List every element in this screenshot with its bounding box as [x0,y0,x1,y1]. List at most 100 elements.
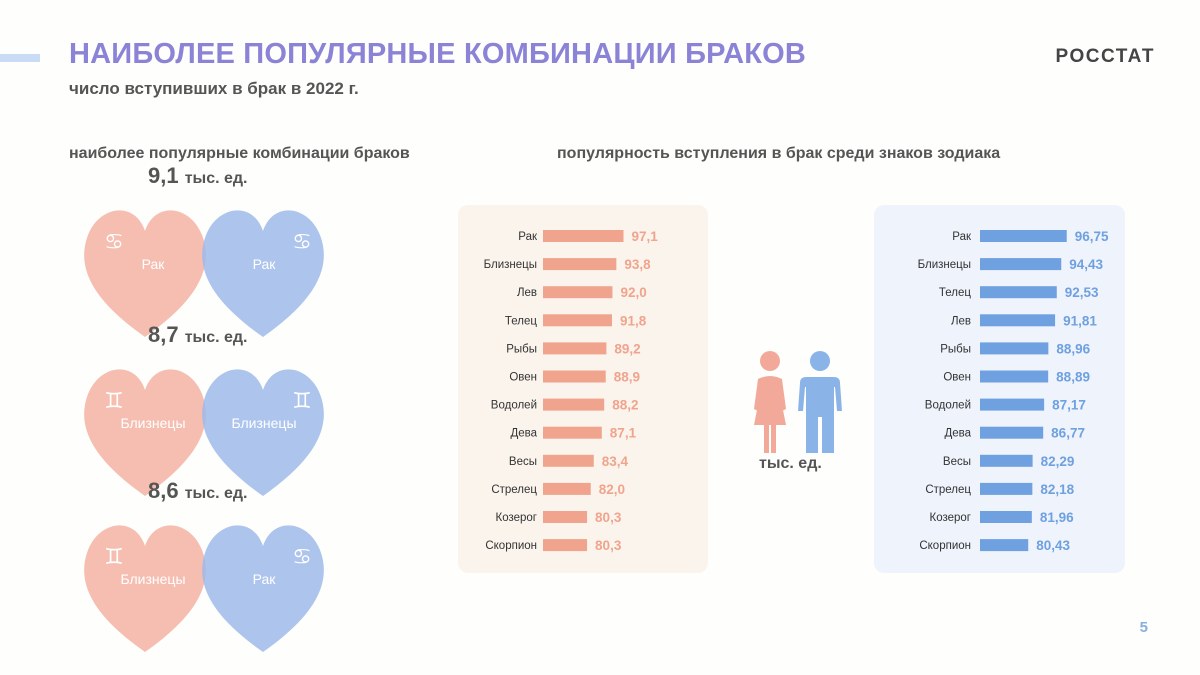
combination-2: 8,7 тыс. ед. ♊ Близнецы ♊ Близнецы [80,322,340,496]
category-label: Стрелец [925,484,971,496]
combination-unit: тыс. ед. [184,170,248,187]
data-label: 93,8 [624,257,651,272]
category-label: Лев [951,315,971,327]
combination-number: 8,7 [148,322,185,347]
data-label: 82,0 [599,482,625,497]
male-heart [202,525,324,652]
female-sign-label: Близнецы [120,415,185,431]
female-sign-label: Рак [142,256,166,272]
category-label: Близнецы [484,259,537,271]
data-label: 82,29 [1041,454,1075,469]
bar [980,398,1045,411]
male-zodiac-bar-chart: Рак 96,75 Близнецы 94,43 Телец 92,53 Лев 91,81 Р… [918,229,1109,553]
data-label: 87,17 [1052,398,1086,413]
page-subtitle: число вступивших в брак в 2022 г. [69,79,359,98]
combination-3: 8,6 тыс. ед. ♊ Близнецы ♋ Рак [80,478,340,652]
category-label: Овен [509,372,537,384]
data-label: 97,1 [632,229,659,244]
male-sign-label: Близнецы [231,415,296,431]
category-label: Дева [944,428,971,440]
male-heart [202,369,324,496]
data-label: 80,3 [595,538,622,553]
data-label: 96,75 [1075,229,1109,244]
data-label: 91,8 [620,313,647,328]
female-zodiac-symbol-icon: ♊ [104,389,124,414]
data-label: 91,81 [1063,313,1097,328]
female-zodiac-bar-chart: Рак 97,1 Близнецы 93,8 Лев 92,0 Телец 91,8 Рыбы 8… [484,229,659,553]
data-label: 87,1 [610,426,637,441]
male-heart [202,210,324,337]
category-label: Рак [952,231,972,243]
category-label: Телец [505,315,537,327]
category-label: Весы [943,456,971,468]
data-label: 89,2 [614,341,640,356]
page-number: 5 [1139,619,1148,636]
bar [543,398,605,411]
bar [543,370,606,383]
category-label: Рак [518,231,538,243]
data-label: 88,2 [612,398,638,413]
rosstat-logo: РОССТАТ [1055,46,1155,67]
category-label: Телец [939,287,971,299]
bar [543,511,588,523]
woman-man-couple-icon [754,351,842,453]
category-label: Козерог [496,512,538,524]
combination-value: 9,1 тыс. ед. [148,163,248,189]
male-sign-label: Рак [253,256,277,272]
data-label: 81,96 [1040,510,1074,525]
bar [543,426,602,439]
category-label: Водолей [925,400,971,412]
female-chart-panel: Рак 97,1 Близнецы 93,8 Лев 92,0 Телец 91,8 Рыбы 8… [458,205,708,573]
combination-number: 8,6 [148,478,185,503]
data-label: 94,43 [1069,257,1103,272]
bar [980,454,1033,467]
bar [543,342,607,355]
combinations-section-title: наиболее популярные комбинации браков [69,145,410,162]
female-heart [84,525,206,652]
bar [980,511,1032,523]
data-label: 80,43 [1036,538,1070,553]
bar [980,258,1062,271]
data-label: 92,0 [620,285,646,300]
category-label: Водолей [491,400,537,412]
heart-pair: ♋ Рак ♋ Рак [84,210,324,337]
category-label: Скорпион [485,540,537,552]
data-label: 88,89 [1056,370,1090,385]
combination-value: 8,7 тыс. ед. [148,322,248,348]
heart-pair: ♊Близнецы♊Близнецы [84,369,324,496]
bar [980,370,1049,383]
bar [543,258,617,271]
male-zodiac-symbol-icon: ♊ [292,389,312,414]
female-heart [84,369,206,496]
category-label: Близнецы [918,259,971,271]
bar [980,426,1044,439]
bar [543,314,613,327]
data-label: 88,96 [1056,341,1090,356]
bar [980,539,1029,552]
heart-pair: ♊Близнецы ♋ Рак [84,525,324,652]
bar [543,286,613,299]
female-heart [84,210,206,337]
bar [980,342,1049,355]
bar [980,482,1033,495]
data-label: 92,53 [1065,285,1099,300]
unit-label: тыс. ед. [759,455,822,472]
male-sign-label: Рак [253,571,277,587]
accent-bar [0,54,40,62]
data-label: 82,18 [1040,482,1074,497]
category-label: Рыбы [506,343,537,355]
combination-unit: тыс. ед. [184,329,248,346]
bar [543,539,588,552]
category-label: Скорпион [919,540,971,552]
category-label: Лев [517,287,537,299]
combination-unit: тыс. ед. [184,485,248,502]
bar [543,454,594,467]
zodiac-section-title: популярность вступления в брак среди зна… [557,145,1001,162]
category-label: Козерог [930,512,972,524]
male-zodiac-symbol-icon: ♋ [292,230,312,255]
category-label: Стрелец [491,484,537,496]
combination-number: 9,1 [148,163,185,188]
bar [980,230,1067,242]
bar [980,286,1057,299]
man-icon [798,351,842,453]
